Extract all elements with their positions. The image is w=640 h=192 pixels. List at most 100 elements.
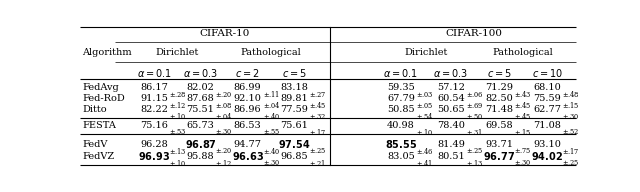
Text: $\mathbf{96.93}$: $\mathbf{96.93}$: [138, 150, 170, 162]
Text: 62.77: 62.77: [533, 105, 561, 114]
Text: 69.58: 69.58: [485, 121, 513, 130]
Text: $\pm$.46: $\pm$.46: [416, 146, 433, 156]
Text: $\pm$.15: $\pm$.15: [514, 127, 532, 137]
Text: CIFAR-100: CIFAR-100: [445, 29, 502, 38]
Text: 50.85: 50.85: [387, 105, 415, 114]
Text: $\pm$.15: $\pm$.15: [562, 100, 580, 110]
Text: $\pm$.54: $\pm$.54: [416, 111, 434, 121]
Text: $\pm$.25: $\pm$.25: [466, 146, 483, 155]
Text: $\pm$.32: $\pm$.32: [309, 112, 326, 121]
Text: 92.10: 92.10: [234, 94, 262, 103]
Text: $\pm$.40: $\pm$.40: [262, 146, 280, 156]
Text: 86.17: 86.17: [140, 83, 168, 92]
Text: Dirichlet: Dirichlet: [156, 48, 199, 57]
Text: 96.28: 96.28: [141, 140, 168, 149]
Text: 75.61: 75.61: [280, 121, 308, 130]
Text: Algorithm: Algorithm: [83, 48, 132, 57]
Text: $\mathbf{94.02}$: $\mathbf{94.02}$: [531, 150, 563, 162]
Text: $\mathbf{96.63}$: $\mathbf{96.63}$: [232, 150, 264, 162]
Text: 86.53: 86.53: [234, 121, 262, 130]
Text: $\pm$.48: $\pm$.48: [562, 89, 580, 99]
Text: $\mathbf{96.77}$: $\mathbf{96.77}$: [483, 150, 515, 162]
Text: Fed-RoD: Fed-RoD: [83, 94, 125, 103]
Text: $\pm$.20: $\pm$.20: [216, 146, 233, 155]
Text: $\pm$.41: $\pm$.41: [416, 158, 433, 168]
Text: $\pm$.03: $\pm$.03: [416, 89, 433, 98]
Text: $\pm$.31: $\pm$.31: [466, 127, 483, 137]
Text: 91.15: 91.15: [140, 94, 168, 103]
Text: Pathological: Pathological: [241, 48, 301, 57]
Text: 86.99: 86.99: [234, 83, 262, 92]
Text: $\pm$.45: $\pm$.45: [514, 100, 532, 110]
Text: $\pm$.30: $\pm$.30: [262, 158, 280, 167]
Text: 87.68: 87.68: [187, 94, 214, 103]
Text: FESTA: FESTA: [83, 121, 116, 130]
Text: 94.77: 94.77: [234, 140, 262, 149]
Text: 89.81: 89.81: [280, 94, 308, 103]
Text: $\pm$.25: $\pm$.25: [309, 146, 326, 155]
Text: $\alpha = 0.3$: $\alpha = 0.3$: [183, 67, 218, 79]
Text: $\pm$.13: $\pm$.13: [466, 158, 483, 168]
Text: $\pm$.28: $\pm$.28: [169, 89, 187, 98]
Text: 65.73: 65.73: [187, 121, 214, 130]
Text: FedAvg: FedAvg: [83, 83, 119, 92]
Text: 83.05: 83.05: [387, 152, 415, 161]
Text: Pathological: Pathological: [493, 48, 554, 57]
Text: $\mathbf{85.55}$: $\mathbf{85.55}$: [385, 138, 417, 150]
Text: 81.49: 81.49: [437, 140, 465, 149]
Text: $\pm$.21: $\pm$.21: [309, 158, 326, 168]
Text: 82.02: 82.02: [187, 83, 214, 92]
Text: $\pm$.05: $\pm$.05: [416, 101, 433, 110]
Text: $\pm$.27: $\pm$.27: [309, 89, 326, 98]
Text: 75.59: 75.59: [533, 94, 561, 103]
Text: 78.40: 78.40: [437, 121, 465, 130]
Text: $\pm$.11: $\pm$.11: [262, 89, 280, 99]
Text: $\pm$.06: $\pm$.06: [466, 89, 484, 98]
Text: 93.71: 93.71: [485, 140, 513, 149]
Text: 71.08: 71.08: [533, 121, 561, 130]
Text: FedVZ: FedVZ: [83, 152, 115, 161]
Text: $\pm$.12: $\pm$.12: [169, 100, 187, 110]
Text: $\pm$.12: $\pm$.12: [216, 158, 233, 168]
Text: 40.98: 40.98: [387, 121, 415, 130]
Text: $\pm$.45: $\pm$.45: [514, 111, 532, 121]
Text: 77.59: 77.59: [280, 105, 308, 114]
Text: $\pm$.13: $\pm$.13: [169, 146, 187, 156]
Text: $\pm$.10: $\pm$.10: [416, 127, 433, 137]
Text: 68.10: 68.10: [533, 83, 561, 92]
Text: 86.96: 86.96: [234, 105, 262, 114]
Text: 57.12: 57.12: [437, 83, 465, 92]
Text: 75.51: 75.51: [187, 105, 214, 114]
Text: $\pm$.43: $\pm$.43: [514, 89, 532, 99]
Text: $\pm$.20: $\pm$.20: [216, 89, 233, 98]
Text: 96.85: 96.85: [280, 152, 308, 161]
Text: $\pm$.10: $\pm$.10: [169, 158, 187, 168]
Text: $\pm$.30: $\pm$.30: [216, 127, 233, 136]
Text: $\pm$.10: $\pm$.10: [169, 111, 187, 121]
Text: $\pm$.52: $\pm$.52: [562, 127, 580, 136]
Text: Dirichlet: Dirichlet: [404, 48, 447, 57]
Text: CIFAR-10: CIFAR-10: [199, 29, 250, 38]
Text: $\pm$.17: $\pm$.17: [562, 146, 580, 156]
Text: 82.50: 82.50: [485, 94, 513, 103]
Text: $\pm$.08: $\pm$.08: [216, 101, 233, 110]
Text: 75.16: 75.16: [140, 121, 168, 130]
Text: $\pm$.53: $\pm$.53: [169, 127, 187, 136]
Text: $\pm$.45: $\pm$.45: [309, 100, 327, 110]
Text: $\pm$.69: $\pm$.69: [466, 101, 483, 110]
Text: $\alpha = 0.3$: $\alpha = 0.3$: [433, 67, 468, 79]
Text: $c = 5$: $c = 5$: [282, 67, 307, 79]
Text: $c = 10$: $c = 10$: [532, 67, 563, 79]
Text: $\pm$.50: $\pm$.50: [466, 112, 483, 121]
Text: 93.10: 93.10: [533, 140, 561, 149]
Text: 71.29: 71.29: [485, 83, 513, 92]
Text: $c = 2$: $c = 2$: [236, 67, 260, 79]
Text: $\alpha = 0.1$: $\alpha = 0.1$: [383, 67, 419, 79]
Text: 59.35: 59.35: [387, 83, 415, 92]
Text: 95.88: 95.88: [187, 152, 214, 161]
Text: $\pm$.40: $\pm$.40: [262, 111, 280, 121]
Text: 82.22: 82.22: [140, 105, 168, 114]
Text: $\pm$.17: $\pm$.17: [309, 127, 326, 137]
Text: 50.65: 50.65: [437, 105, 465, 114]
Text: $\alpha = 0.1$: $\alpha = 0.1$: [137, 67, 172, 79]
